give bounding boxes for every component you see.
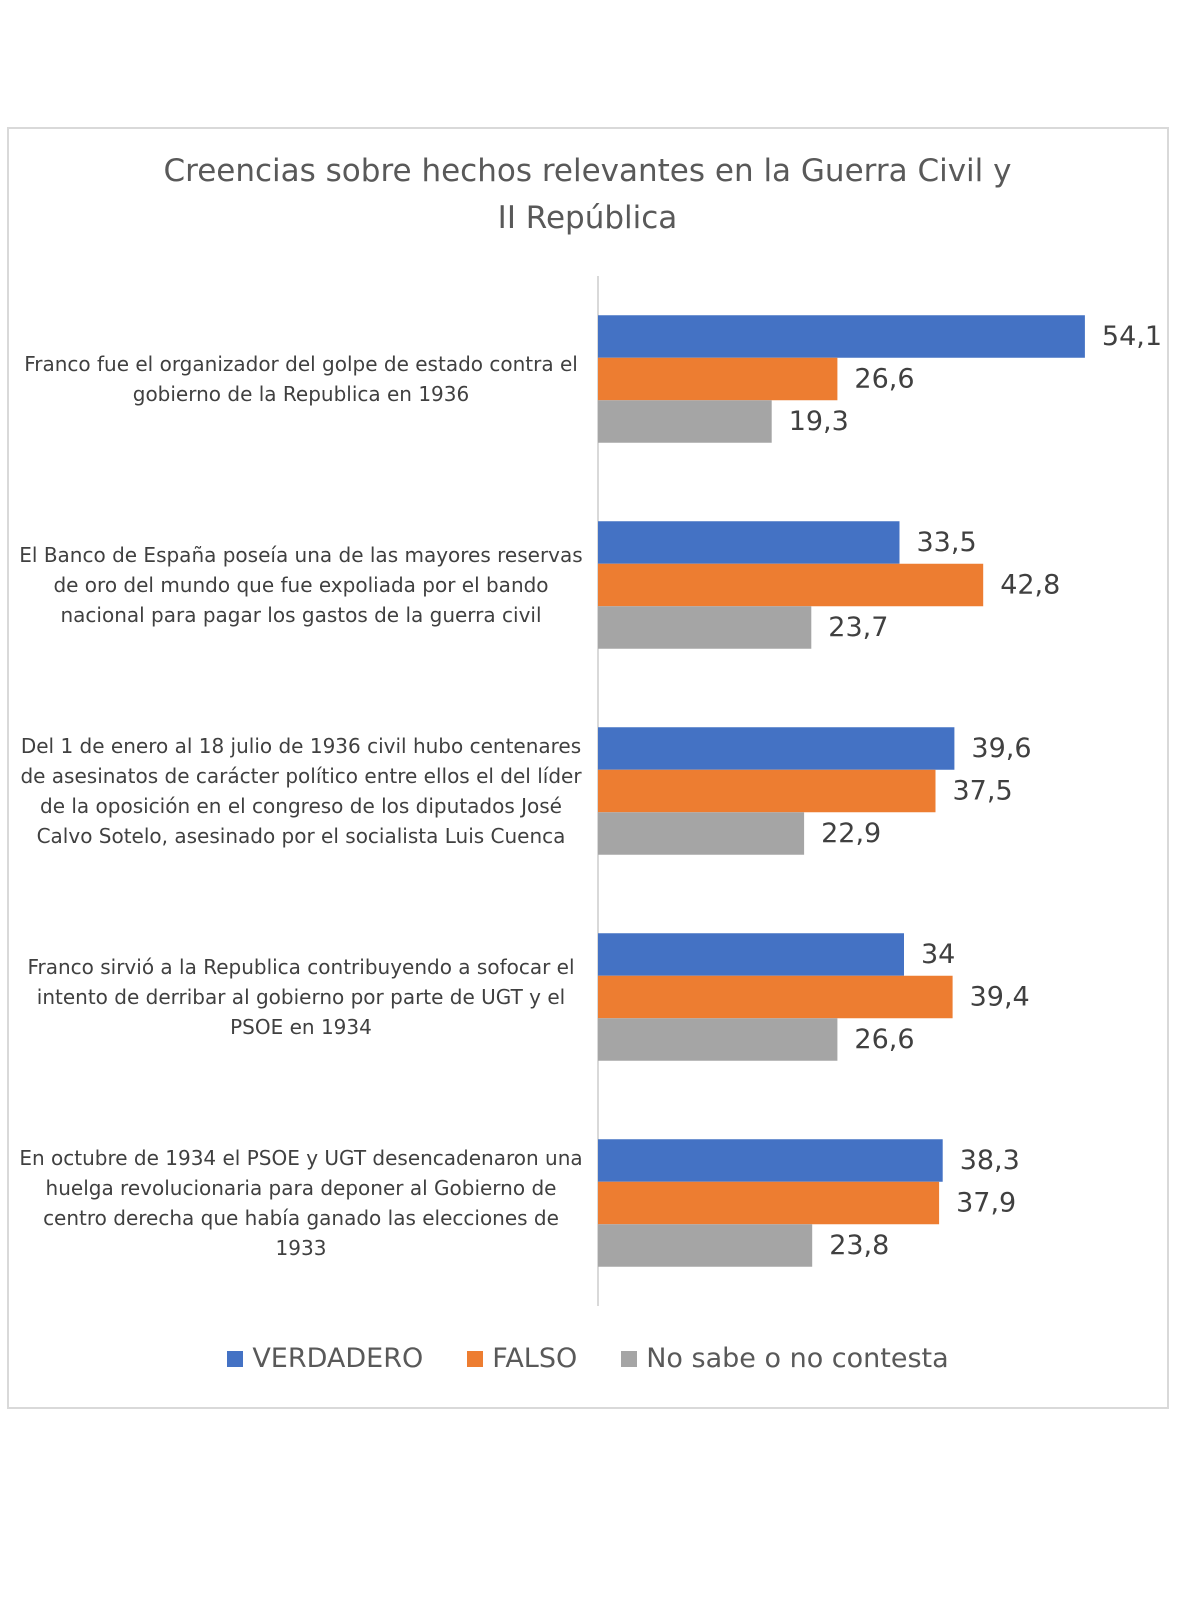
bar	[598, 727, 955, 770]
bar	[598, 357, 838, 401]
legend-label: No sabe o no contesta	[646, 1343, 949, 1374]
legend-swatch	[467, 1350, 484, 1367]
bar	[598, 1224, 813, 1267]
category-label: Franco sirvió a la Republica contribuyen…	[27, 955, 575, 1039]
value-label: 26,6	[854, 1024, 914, 1055]
value-label: 38,3	[960, 1145, 1020, 1176]
bar	[598, 1018, 838, 1061]
value-label: 37,5	[953, 776, 1013, 807]
legend-swatch	[621, 1350, 638, 1367]
legend-swatch	[227, 1350, 244, 1367]
bar	[598, 521, 900, 564]
chart-border	[7, 127, 1169, 1409]
category-label: Del 1 de enero al 18 julio de 1936 civil…	[20, 734, 582, 848]
bar	[598, 563, 984, 607]
category-label: El Banco de España poseía una de las may…	[19, 543, 583, 627]
bar	[598, 812, 805, 855]
legend-item: No sabe o no contesta	[621, 1343, 949, 1374]
bar	[598, 400, 772, 443]
bar	[598, 975, 953, 1019]
category-label: Franco fue el organizador del golpe de e…	[24, 352, 578, 406]
legend-item: FALSO	[467, 1343, 577, 1374]
bar	[598, 1181, 940, 1225]
value-label: 26,6	[854, 364, 914, 395]
bar	[598, 606, 812, 649]
value-label: 39,6	[971, 733, 1031, 764]
value-label: 54,1	[1102, 321, 1162, 352]
value-label: 42,8	[1000, 570, 1060, 601]
legend-item: VERDADERO	[227, 1343, 423, 1374]
chart-title: Creencias sobre hechos relevantes en la …	[163, 153, 1012, 236]
category-label: En octubre de 1934 el PSOE y UGT desenca…	[19, 1146, 583, 1260]
value-label: 22,9	[821, 818, 881, 849]
value-label: 23,8	[829, 1230, 889, 1261]
bar	[598, 933, 904, 976]
bar	[598, 1139, 943, 1182]
legend: VERDADERO FALSO No sabe o no contesta	[8, 1343, 1168, 1374]
legend-label: VERDADERO	[252, 1343, 424, 1374]
bar	[598, 769, 936, 813]
value-label: 37,9	[956, 1188, 1016, 1219]
value-label: 23,7	[828, 612, 888, 643]
value-label: 19,3	[789, 406, 849, 437]
bar	[598, 315, 1085, 358]
legend-label: FALSO	[492, 1343, 578, 1374]
value-label: 39,4	[970, 982, 1030, 1013]
value-label: 34	[921, 939, 955, 970]
value-label: 33,5	[917, 527, 977, 558]
